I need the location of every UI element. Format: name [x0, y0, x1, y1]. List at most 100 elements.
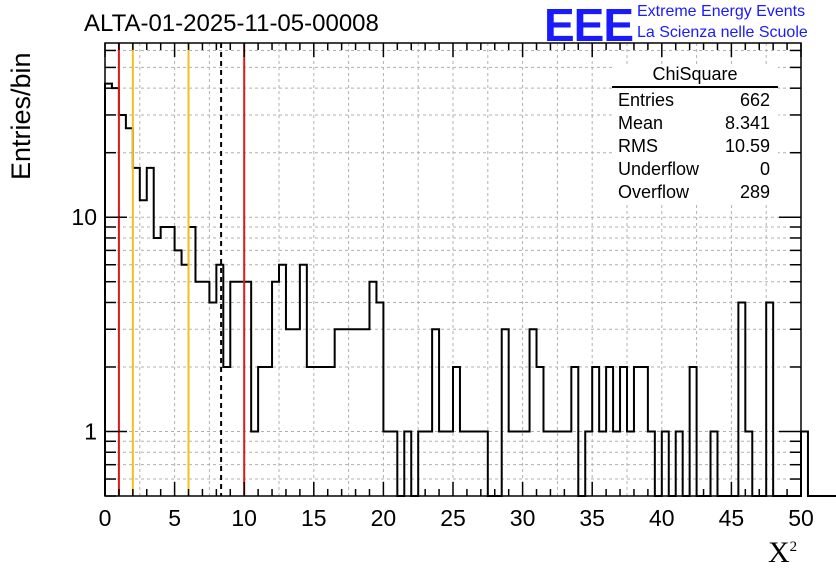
histogram-bin — [502, 329, 509, 496]
histogram-bin — [620, 367, 627, 496]
histogram-bin — [314, 367, 321, 496]
stats-row-mean: Mean 8.341 — [618, 113, 770, 133]
x-axis-label: X2 — [768, 536, 798, 569]
histogram-bin — [571, 367, 578, 496]
histogram-bin — [126, 128, 133, 496]
histogram-bin — [119, 115, 126, 496]
logo-line-2: La Scienza nelle Scuole — [637, 24, 808, 41]
y-tick-label: 1 — [84, 418, 97, 444]
histogram-bin — [738, 302, 745, 496]
histogram-bin — [557, 431, 564, 496]
histogram-bin — [279, 265, 286, 496]
histogram-bin — [335, 329, 342, 496]
histogram-bin — [676, 431, 683, 496]
stats-row-underflow: Underflow 0 — [618, 159, 770, 179]
histogram-bin — [182, 265, 189, 496]
histogram-bin — [244, 282, 251, 496]
histogram-bin — [154, 238, 161, 496]
x-tick-label: 35 — [579, 505, 605, 531]
histogram-bin — [175, 250, 182, 496]
histogram-bin — [161, 227, 168, 496]
y-tick-label: 10 — [71, 204, 97, 230]
histogram-bin — [251, 431, 258, 496]
histogram-bin — [390, 431, 397, 496]
histogram-bin — [543, 431, 550, 496]
histogram-bin — [745, 431, 752, 496]
histogram-bin — [272, 282, 279, 496]
histogram-bin — [537, 367, 544, 496]
histogram-bin — [105, 84, 112, 496]
histogram-bin — [550, 431, 557, 496]
histogram-bin — [418, 431, 425, 496]
histogram-bin — [195, 282, 202, 496]
histogram-bin — [460, 431, 467, 496]
histogram-bin — [209, 302, 216, 496]
histogram-bin — [564, 431, 571, 496]
histogram-bin — [613, 431, 620, 496]
histogram-bin — [300, 265, 307, 496]
histogram-bin — [453, 367, 460, 496]
histogram-bin — [321, 367, 328, 496]
histogram-bin — [216, 265, 223, 496]
eee-logo: EEE — [544, 0, 634, 51]
histogram-bin — [432, 329, 439, 496]
histogram-bin — [474, 431, 481, 496]
histogram-bin — [168, 227, 175, 496]
histogram-bin — [425, 431, 432, 496]
x-tick-label: 40 — [649, 505, 675, 531]
histogram-bin — [439, 431, 446, 496]
histogram-bin — [648, 431, 655, 496]
histogram-bin — [662, 431, 669, 496]
x-tick-label: 15 — [301, 505, 327, 531]
x-tick-label: 0 — [99, 505, 112, 531]
histogram-bin — [133, 168, 140, 496]
histogram-bin — [307, 367, 314, 496]
histogram-bin — [349, 329, 356, 496]
histogram-bin — [342, 329, 349, 496]
histogram-bin — [530, 329, 537, 496]
x-tick-label: 25 — [440, 505, 466, 531]
histogram-bin — [202, 282, 209, 496]
histogram-bin — [627, 431, 634, 496]
histogram-bin — [599, 431, 606, 496]
histogram-bin — [404, 431, 411, 496]
histogram-bin — [356, 329, 363, 496]
x-tick-label: 10 — [231, 505, 257, 531]
histogram-bin — [516, 431, 523, 496]
x-tick-label: 45 — [719, 505, 745, 531]
histogram-bin — [634, 367, 641, 496]
histogram-bin — [328, 367, 335, 496]
histogram-bin — [481, 431, 488, 496]
histogram-bin — [606, 367, 613, 496]
histogram-bin — [237, 282, 244, 496]
histogram-bin — [585, 431, 592, 496]
x-tick-label: 30 — [510, 505, 536, 531]
x-tick-label: 5 — [168, 505, 181, 531]
histogram-bin — [592, 367, 599, 496]
histogram-bin — [147, 168, 154, 496]
histogram-bin — [293, 329, 300, 496]
histogram-bin — [467, 431, 474, 496]
stats-row-entries: Entries 662 — [618, 90, 770, 110]
histogram-bin — [766, 302, 773, 496]
histogram-bin — [509, 431, 516, 496]
histogram-bin — [711, 431, 718, 496]
histogram-bin — [140, 200, 147, 496]
histogram-bin — [265, 367, 272, 496]
histogram-bin — [258, 367, 265, 496]
logo-line-1: Extreme Energy Events — [637, 3, 806, 20]
stats-row-rms: RMS 10.59 — [618, 136, 770, 156]
histogram-bin — [286, 329, 293, 496]
histogram-bin — [446, 431, 453, 496]
histogram-bin — [112, 88, 119, 496]
y-axis-label: Entries/bin — [6, 52, 36, 180]
histogram-outline — [104, 82, 836, 497]
histogram-bin — [690, 367, 697, 496]
histogram-bin — [223, 367, 230, 496]
histogram-bin — [369, 282, 376, 496]
stats-box: ChiSquare Entries 662 Mean 8.341 RMS 10.59 … — [612, 64, 778, 204]
histogram-bin — [523, 431, 530, 496]
stats-title: ChiSquare — [612, 64, 778, 88]
stats-row-overflow: Overflow 289 — [618, 182, 770, 202]
